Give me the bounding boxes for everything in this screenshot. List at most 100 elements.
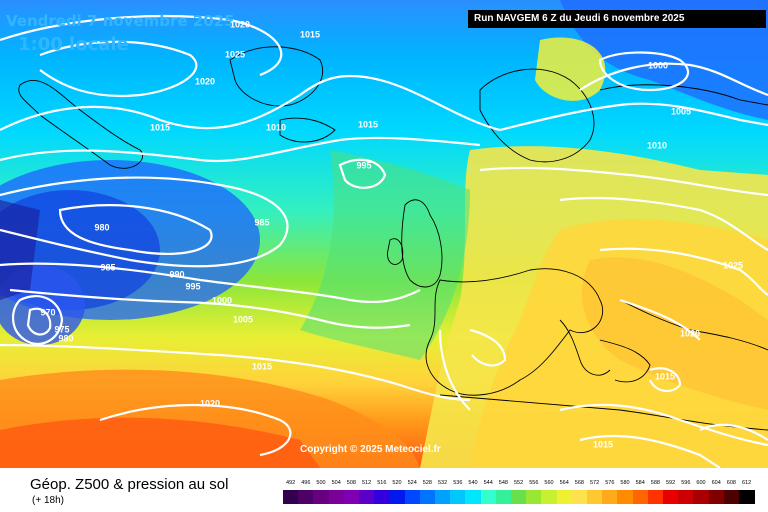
cold-pool-northeast: [560, 0, 768, 120]
green-belt: [300, 150, 470, 360]
scale-label: 576: [605, 480, 615, 486]
scale-label: 544: [483, 480, 493, 486]
scale-label: 532: [438, 480, 448, 486]
isobar-label: 1010: [265, 122, 287, 133]
isobar-label: 985: [254, 217, 270, 228]
scale-swatch: [678, 490, 694, 504]
scale-label: 552: [514, 480, 524, 486]
run-info: Run NAVGEM 6 Z du Jeudi 6 novembre 2025: [468, 10, 766, 28]
isobar-label: 995: [356, 160, 372, 171]
scale-label: 560: [544, 480, 554, 486]
warm-air-center: [581, 257, 768, 410]
scale-label: 588: [650, 480, 660, 486]
scale-swatch: [343, 490, 360, 504]
isobar-label: 1000: [647, 60, 669, 71]
scale-swatch: [389, 490, 406, 504]
lead-time: (+ 18h): [32, 495, 64, 506]
isobar-label: 1020: [194, 76, 216, 87]
scale-swatch: [495, 490, 512, 504]
isobar-label: 980: [58, 333, 74, 344]
weather-map: Vendredi 7 novembre 2025 1:00 locale Run…: [0, 0, 768, 468]
scale-swatch: [298, 490, 314, 504]
scale-label: 596: [681, 480, 691, 486]
local-time: 1:00 locale: [18, 34, 129, 55]
scale-swatch: [723, 490, 740, 504]
scale-label: 592: [666, 480, 676, 486]
scale-swatch: [617, 490, 634, 504]
isobar-label: 995: [185, 281, 201, 292]
scale-swatch: [374, 490, 390, 504]
subtropical-ridge-core: [0, 417, 320, 468]
isobar-label: 1020: [229, 19, 251, 30]
scale-label: 516: [377, 480, 387, 486]
scale-swatch: [313, 490, 330, 504]
scale-label: 572: [590, 480, 600, 486]
isobar-label: 975: [54, 324, 70, 335]
scale-swatch: [708, 490, 725, 504]
scale-label: 580: [620, 480, 630, 486]
scale-label: 564: [559, 480, 569, 486]
map-title: Géop. Z500 & pression au sol: [30, 476, 229, 493]
isobar-label: 1015: [592, 439, 614, 450]
isobar-label: 1005: [232, 314, 254, 325]
scale-swatch: [283, 490, 299, 504]
map-footer: Géop. Z500 & pression au sol (+ 18h) 492…: [0, 468, 768, 512]
scale-label: 492: [286, 480, 296, 486]
scale-swatch: [602, 490, 618, 504]
color-scale: 492 496 500 504 508 512 516 520 524 528 532 536 540 5…: [283, 468, 755, 512]
scale-label: 528: [422, 480, 432, 486]
isobar-label: 970: [40, 307, 56, 318]
scale-swatch: [465, 490, 482, 504]
scale-swatch: [526, 490, 542, 504]
scale-label: 500: [316, 480, 326, 486]
scale-swatch: [587, 490, 603, 504]
isobar-label: 1020: [199, 398, 221, 409]
scale-swatch: [739, 490, 755, 504]
scale-label: 584: [635, 480, 645, 486]
isobar-label: 1015: [149, 122, 171, 133]
isobar-label: 1025: [224, 49, 246, 60]
scale-swatch: [632, 490, 649, 504]
scale-label: 608: [726, 480, 736, 486]
scale-label: 536: [453, 480, 463, 486]
isobars: [0, 14, 768, 468]
isobar-label: 1015: [299, 29, 321, 40]
isobar-label: 1010: [646, 140, 668, 151]
isobar-label: 980: [94, 222, 110, 233]
isobar-label: 1020: [679, 328, 701, 339]
scale-label: 508: [346, 480, 356, 486]
scale-swatch: [404, 490, 421, 504]
isobar-label: 1005: [670, 106, 692, 117]
map-field: [0, 0, 768, 468]
scale-label: 520: [392, 480, 402, 486]
scale-label: 512: [362, 480, 372, 486]
isobar-label: 1000: [211, 295, 233, 306]
scale-label: 612: [742, 480, 752, 486]
scale-label: 556: [529, 480, 539, 486]
forecast-date: Vendredi 7 novembre 2025: [6, 12, 235, 30]
scale-swatch: [541, 490, 558, 504]
scale-label: 548: [498, 480, 508, 486]
scale-label: 524: [407, 480, 417, 486]
scale-swatch: [556, 490, 573, 504]
scale-swatch: [693, 490, 710, 504]
scale-swatch: [571, 490, 588, 504]
scale-swatch: [480, 490, 497, 504]
scale-swatch: [435, 490, 451, 504]
scale-label: 604: [711, 480, 721, 486]
scale-swatch: [647, 490, 664, 504]
scale-swatch: [328, 490, 345, 504]
scale-label: 568: [574, 480, 584, 486]
scale-label: 504: [331, 480, 341, 486]
isobar-label: 1015: [251, 361, 273, 372]
scale-swatch: [450, 490, 466, 504]
deep-low-edge: [0, 200, 40, 300]
scale-label: 496: [301, 480, 311, 486]
isobar-label: 1015: [654, 371, 676, 382]
scale-swatch: [663, 490, 679, 504]
scale-label: 600: [696, 480, 706, 486]
isobar-label: 1015: [357, 119, 379, 130]
isobar-label: 985: [100, 262, 116, 273]
scale-swatch: [419, 490, 436, 504]
scale-label: 540: [468, 480, 478, 486]
